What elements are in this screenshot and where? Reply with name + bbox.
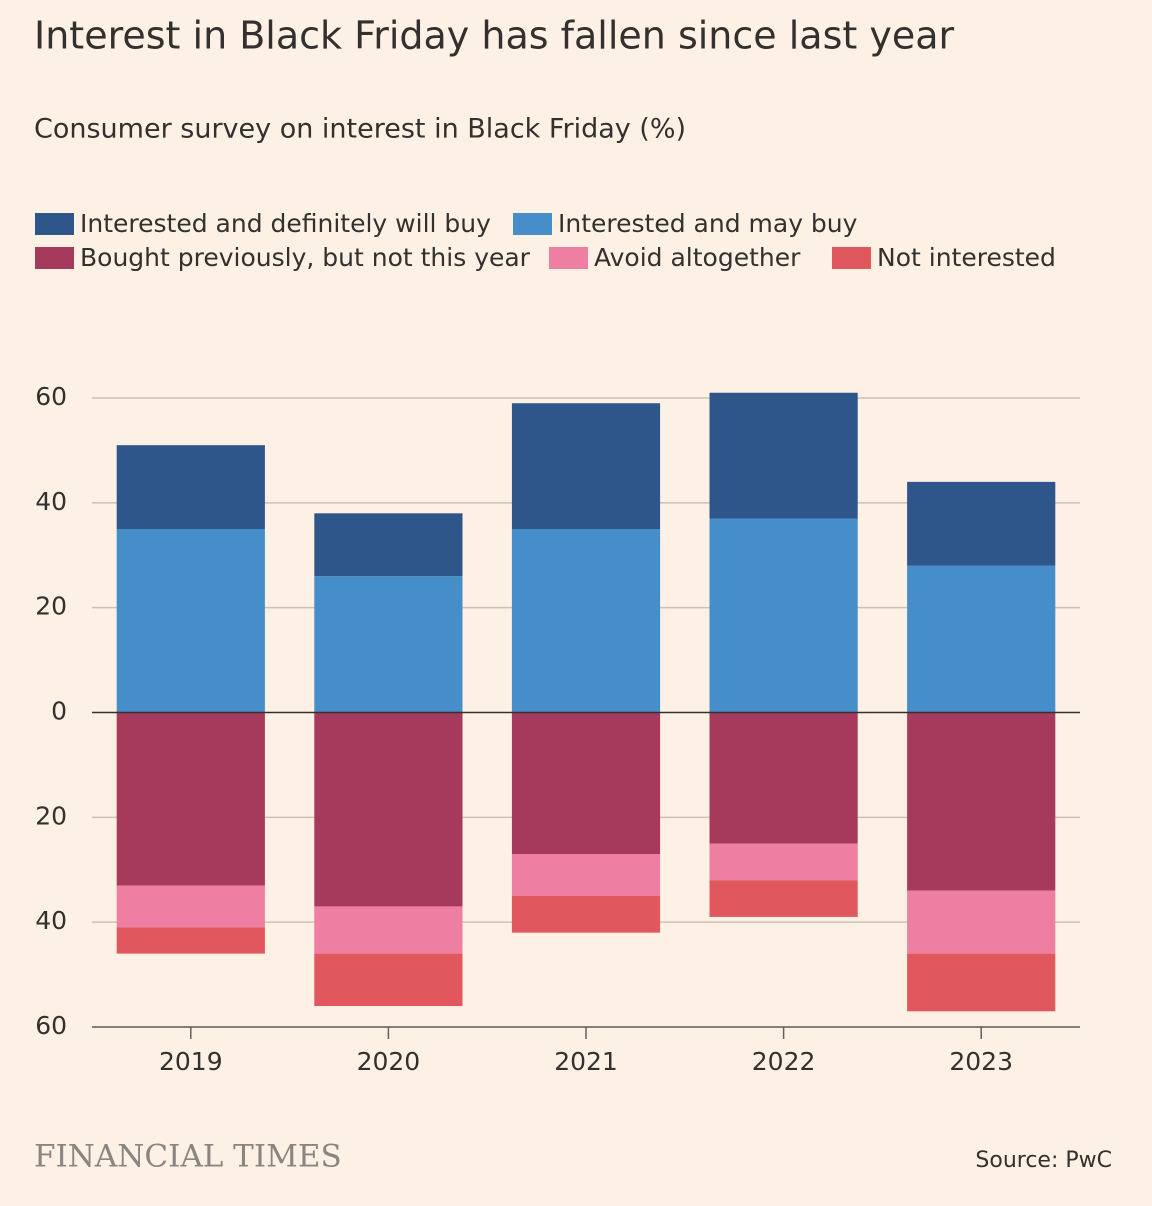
- bar-segment: [116, 445, 265, 530]
- legend-label: Bought previously, but not this year: [80, 243, 531, 272]
- bar-segment: [709, 843, 858, 881]
- x-tick-label: 2019: [159, 1047, 223, 1076]
- bar-segment: [511, 895, 661, 933]
- legend-swatch: [549, 247, 588, 269]
- x-tick-label: 2023: [949, 1047, 1013, 1076]
- brand: FINANCIAL TIMES: [34, 1139, 342, 1175]
- x-tick-label: 2022: [752, 1047, 816, 1076]
- bar-segment: [116, 927, 265, 954]
- bar-segment: [709, 880, 858, 917]
- bar-segment: [314, 576, 463, 713]
- bar-segment: [907, 712, 1056, 891]
- y-tick-label: 40: [35, 487, 67, 516]
- y-tick-label: 60: [35, 1011, 67, 1040]
- y-tick-label: 20: [35, 592, 67, 621]
- legend-label: Interested and definitely will buy: [80, 209, 491, 238]
- y-tick-label: 0: [51, 697, 67, 726]
- y-tick-label: 40: [35, 906, 67, 935]
- bar-segment: [116, 712, 265, 886]
- bar-segment: [314, 513, 463, 577]
- x-tick-label: 2021: [554, 1047, 618, 1076]
- source: Source: PwC: [975, 1148, 1112, 1173]
- chart-title: Interest in Black Friday has fallen sinc…: [34, 14, 955, 58]
- legend-swatch: [513, 213, 552, 235]
- bar-segment: [907, 890, 1056, 954]
- bar-segment: [116, 885, 265, 928]
- bar-segment: [511, 529, 661, 713]
- legend-label: Not interested: [877, 243, 1056, 272]
- legend-swatch: [832, 247, 871, 269]
- bar-segment: [314, 712, 463, 907]
- bar-segment: [907, 953, 1056, 1012]
- x-tick-label: 2020: [357, 1047, 421, 1076]
- legend-swatch: [35, 213, 74, 235]
- legend-label: Interested and may buy: [558, 209, 858, 238]
- bar-segment: [907, 565, 1056, 713]
- bar-segment: [511, 854, 661, 896]
- legend-swatch: [35, 247, 74, 269]
- chart-subtitle: Consumer survey on interest in Black Fri…: [34, 114, 686, 145]
- bar-segment: [511, 712, 661, 855]
- y-tick-label: 20: [35, 801, 67, 830]
- bar-segment: [116, 529, 265, 713]
- bar-segment: [709, 712, 858, 844]
- bar-segment: [907, 481, 1056, 566]
- bar-segment: [314, 953, 463, 1007]
- y-tick-label: 60: [35, 382, 67, 411]
- bar-segment: [709, 392, 858, 519]
- bar-segment: [511, 403, 661, 530]
- bar-segment: [709, 518, 858, 713]
- bar-segment: [314, 906, 463, 954]
- legend-label: Avoid altogether: [594, 243, 801, 272]
